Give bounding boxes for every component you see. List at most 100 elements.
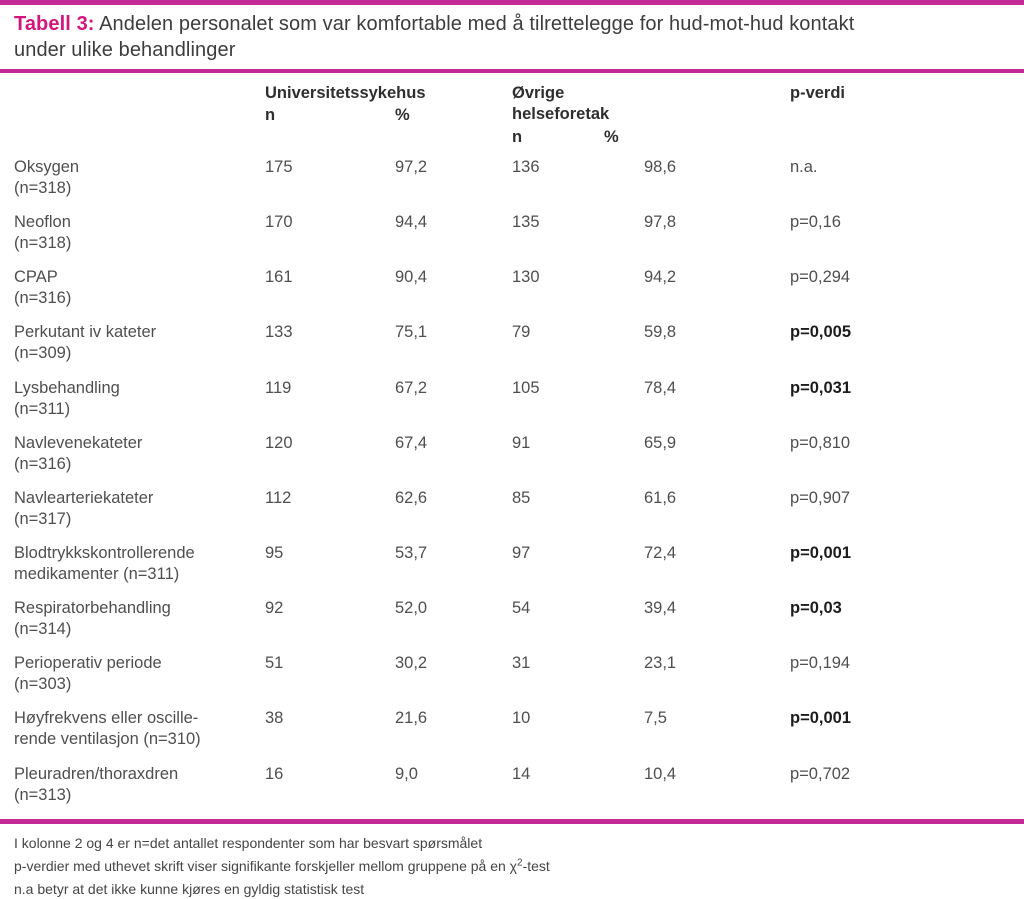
row-treatment-label: Høyfrekvens eller oscille- rende ventila… (14, 708, 265, 750)
row-treatment-label: Navlearteriekateter (n=317) (14, 488, 265, 530)
cell-other-n: 54 (512, 599, 531, 618)
treatment-n-total: (n=311) (14, 399, 71, 418)
treatment-name: CPAP (14, 268, 58, 287)
table-title-text: Andelen personalet som var komfortable m… (94, 13, 855, 35)
treatment-name: Perioperativ periode (14, 654, 162, 673)
table-row: Lysbehandling (n=311) 119 67,2 105 78,4 … (0, 378, 1024, 433)
cell-pvalue: p=0,294 (790, 268, 851, 287)
treatment-n-total: (n=316) (14, 454, 72, 473)
cell-other-pct: 65,9 (644, 433, 677, 452)
cell-university-n: 95 (265, 543, 284, 562)
table-row: Neoflon (n=318) 170 94,4 135 97,8 p=0,16 (0, 212, 1024, 267)
cell-university-pct: 97,2 (395, 158, 428, 176)
cell-other-pct: 39,4 (644, 599, 677, 618)
cell-other-n: 130 (512, 268, 540, 287)
cell-pvalue: p=0,810 (790, 433, 851, 452)
cell-other-n: 135 (512, 213, 540, 232)
table-header: Universitetssykehus n % Øvrige helsefore… (0, 83, 1024, 157)
treatment-name: Oksygen (14, 158, 80, 176)
cell-pvalue: p=0,001 (790, 709, 852, 728)
cell-university-n: 170 (265, 213, 293, 232)
title-divider (0, 69, 1024, 73)
table-number-label: Tabell 3: (14, 13, 95, 35)
treatment-name: Høyfrekvens eller oscille- (14, 709, 199, 728)
treatment-n-total: (n=314) (14, 620, 72, 639)
cell-other-pct: 94,2 (644, 268, 677, 287)
treatment-n-total: (n=303) (14, 675, 72, 694)
table-row: Oksygen (n=318) 175 97,2 136 98,6 n.a. (0, 157, 1024, 212)
table-row: Høyfrekvens eller oscille- rende ventila… (0, 708, 1024, 763)
treatment-name: Navlearteriekateter (14, 488, 154, 507)
table-row: Pleuradren/thoraxdren (n=313) 16 9,0 14 … (0, 764, 1024, 819)
cell-other-n: 91 (512, 433, 531, 452)
cell-university-pct: 90,4 (395, 268, 428, 287)
cell-pvalue: p=0,001 (790, 543, 852, 562)
cell-other-n: 31 (512, 654, 531, 673)
cell-other-pct: 23,1 (644, 654, 677, 673)
row-treatment-label: Perkutant iv kateter (n=309) (14, 322, 265, 364)
cell-university-pct: 21,6 (395, 709, 428, 728)
cell-university-n: 112 (265, 488, 292, 507)
cell-pvalue: n.a. (790, 158, 818, 176)
treatment-name: Perkutant iv kateter (14, 323, 157, 342)
cell-university-pct: 94,4 (395, 213, 428, 232)
treatment-name: Respiratorbehandling (14, 599, 171, 618)
cell-university-pct: 53,7 (395, 543, 428, 562)
row-treatment-label: Pleuradren/thoraxdren (n=313) (14, 764, 265, 806)
row-treatment-label: Navlevenekateter (n=316) (14, 433, 265, 475)
cell-other-pct: 78,4 (644, 378, 677, 397)
column-header-university: Universitetssykehus (265, 84, 426, 102)
table-title-line2: under ulike behandlinger (14, 39, 236, 61)
column-header-other-pct: % (604, 128, 619, 146)
column-header-other-n: n (512, 128, 523, 146)
column-header-university-n: n (265, 106, 276, 124)
cell-pvalue: p=0,03 (790, 599, 842, 618)
cell-other-n: 10 (512, 709, 531, 728)
cell-other-pct: 98,6 (644, 158, 677, 176)
table-title-line1: Tabell 3: Andelen personalet som var kom… (14, 11, 1014, 37)
column-header-university-pct: % (395, 106, 410, 124)
cell-other-n: 105 (512, 378, 540, 397)
row-treatment-label: Neoflon (n=318) (14, 212, 265, 254)
treatment-n-total: rende ventilasjon (n=310) (14, 730, 201, 749)
cell-university-n: 175 (265, 158, 293, 176)
column-header-pvalue: p-verdi (790, 84, 846, 102)
cell-university-pct: 9,0 (395, 764, 418, 783)
treatment-name: Navlevenekateter (14, 433, 143, 452)
cell-pvalue: p=0,031 (790, 378, 852, 397)
cell-other-pct: 72,4 (644, 543, 677, 562)
table-row: Blodtrykkskontrollerende medikamenter (n… (0, 543, 1024, 598)
cell-other-n: 79 (512, 323, 531, 342)
treatment-name: Pleuradren/thoraxdren (14, 764, 179, 783)
table-row: CPAP (n=316) 161 90,4 130 94,2 p=0,294 (0, 267, 1024, 322)
table-row: Navlearteriekateter (n=317) 112 62,6 85 … (0, 488, 1024, 543)
table-row: Respiratorbehandling (n=314) 92 52,0 54 … (0, 598, 1024, 653)
cell-pvalue: p=0,702 (790, 764, 851, 783)
treatment-name: Lysbehandling (14, 378, 120, 397)
footnote-respondents: I kolonne 2 og 4 er n=det antallet respo… (14, 834, 483, 851)
cell-university-n: 92 (265, 599, 284, 618)
treatment-n-total: (n=317) (14, 509, 72, 528)
cell-other-pct: 7,5 (644, 709, 667, 728)
cell-pvalue: p=0,16 (790, 213, 841, 232)
cell-pvalue: p=0,005 (790, 323, 852, 342)
cell-other-pct: 97,8 (644, 213, 677, 232)
footnote-na: n.a betyr at det ikke kunne kjøres en gy… (14, 880, 365, 897)
row-treatment-label: Blodtrykkskontrollerende medikamenter (n… (14, 543, 265, 585)
table-row: Navlevenekateter (n=316) 120 67,4 91 65,… (0, 433, 1024, 488)
cell-university-n: 119 (265, 378, 292, 397)
treatment-n-total: (n=318) (14, 179, 72, 197)
cell-university-n: 38 (265, 709, 284, 728)
top-divider (0, 0, 1024, 5)
footnote-chi-square: p-verdier med uthevet skrift viser signi… (14, 857, 550, 874)
row-treatment-label: Oksygen (n=318) (14, 157, 265, 199)
table-footnotes: I kolonne 2 og 4 er n=det antallet respo… (0, 824, 1024, 899)
cell-university-n: 120 (265, 433, 293, 452)
table-row: Perkutant iv kateter (n=309) 133 75,1 79… (0, 322, 1024, 377)
row-treatment-label: Respiratorbehandling (n=314) (14, 598, 265, 640)
chi-square-superscript: 2 (517, 857, 523, 869)
treatment-name: Blodtrykkskontrollerende (14, 543, 195, 562)
treatment-n-total: medikamenter (n=311) (14, 564, 180, 583)
treatment-n-total: (n=309) (14, 344, 72, 363)
cell-pvalue: p=0,194 (790, 654, 851, 673)
